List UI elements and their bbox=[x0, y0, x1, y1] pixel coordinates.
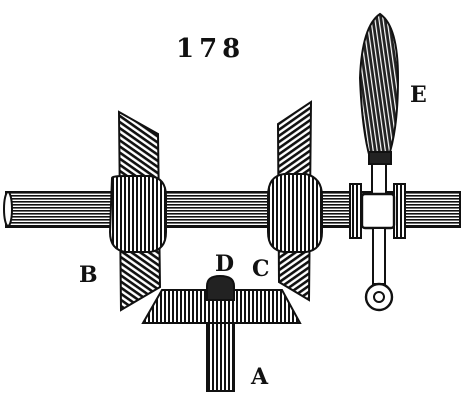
vertical-shaft-a bbox=[206, 322, 235, 392]
lever-e bbox=[358, 12, 400, 312]
bevel-gear-c bbox=[267, 100, 323, 302]
bevel-gear-b bbox=[108, 110, 167, 312]
figure-number: 178 bbox=[176, 34, 246, 64]
label-e: E bbox=[410, 82, 427, 108]
label-d: D bbox=[215, 251, 235, 277]
bevel-pinion-d bbox=[141, 274, 302, 324]
label-a: A bbox=[251, 364, 269, 390]
label-c: C bbox=[252, 256, 270, 282]
label-b: B bbox=[79, 262, 98, 288]
